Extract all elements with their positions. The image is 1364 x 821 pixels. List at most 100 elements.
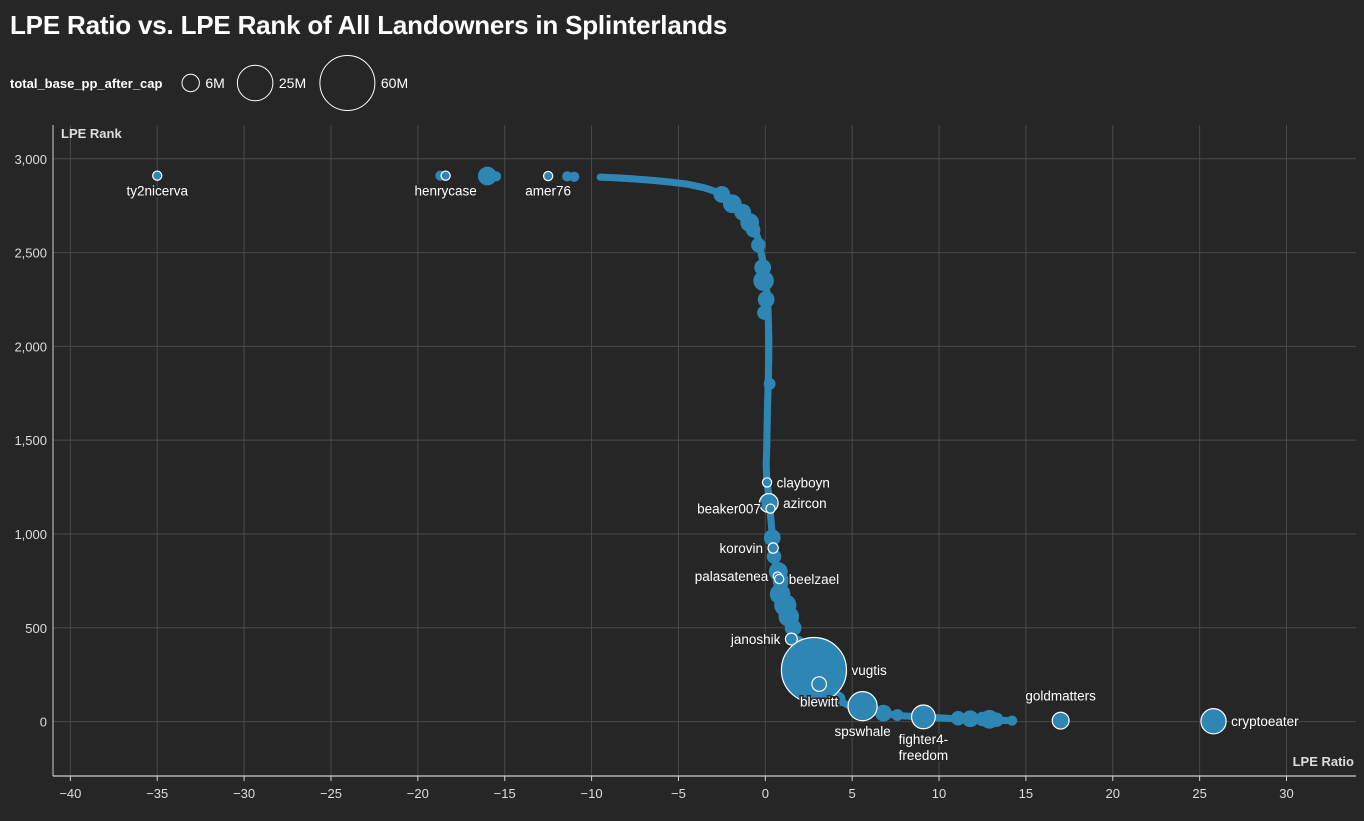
highlighted-point: [1051, 711, 1070, 730]
data-point: [1006, 715, 1018, 726]
point-label-line: vugtis: [851, 663, 887, 678]
point-label: amer76: [525, 184, 571, 199]
y-tick-label: 1,500: [14, 433, 47, 448]
x-tick-label: 0: [762, 786, 769, 801]
data-point: [784, 619, 802, 637]
size-legend-label: 25M: [279, 75, 306, 91]
point-label: clayboyn: [777, 475, 830, 490]
point-label: goldmatters: [1025, 688, 1096, 703]
y-tick-label: 2,500: [14, 246, 47, 261]
x-tick-label: 5: [849, 786, 856, 801]
point-label-line: beaker007: [697, 502, 761, 517]
point-label: henrycase: [414, 183, 476, 198]
size-legend-circle: [236, 64, 274, 102]
highlighted-points: ty2nicerva henrycase amer76 clayboyn azircon…: [125, 170, 1301, 764]
point-label: azircon: [783, 496, 827, 511]
point-label: fighter4-freedom: [899, 732, 949, 763]
x-tick-label: −10: [581, 786, 603, 801]
x-tick-label: −15: [494, 786, 516, 801]
x-tick-label: −35: [146, 786, 168, 801]
size-legend-circle: [319, 55, 376, 111]
data-point: [477, 166, 497, 186]
highlighted-point: [767, 542, 779, 554]
point-label: blewitt: [800, 694, 839, 709]
point-label: ty2nicerva: [126, 183, 188, 198]
data-point: [757, 305, 772, 320]
data-point: [961, 710, 979, 728]
x-tick-label: 15: [1019, 786, 1033, 801]
point-label: korovin: [719, 541, 763, 556]
data-point: [891, 709, 904, 721]
point-label-line: korovin: [719, 541, 763, 556]
point-label: cryptoeater: [1231, 714, 1299, 729]
data-point: [763, 377, 776, 390]
highlighted-point: [1200, 708, 1227, 735]
highlighted-point: [761, 477, 773, 488]
data-point: [875, 704, 892, 722]
point-label-line: goldmatters: [1025, 688, 1096, 703]
point-label-line: azircon: [783, 496, 827, 511]
size-legend-label: 60M: [381, 75, 408, 91]
data-point: [751, 237, 766, 253]
y-tick-label: 500: [25, 621, 47, 636]
data-point: [753, 270, 774, 292]
highlighted-point: [847, 691, 878, 722]
highlighted-point: [774, 573, 785, 585]
data-point: [757, 291, 775, 308]
y-tick-labels: 0 500 1,000 1,500 2,000 2,500 3,000: [14, 152, 47, 730]
point-label-line: ty2nicerva: [126, 183, 188, 198]
y-tick-label: 2,000: [14, 339, 47, 354]
point-label-line: freedom: [899, 748, 949, 763]
y-tick-label: 3,000: [14, 152, 47, 167]
point-label: janoshik: [730, 632, 781, 647]
x-tick-label: −25: [320, 786, 342, 801]
data-point: [763, 529, 781, 547]
point-label-line: fighter4-: [899, 732, 949, 747]
chart-title: LPE Ratio vs. LPE Rank of All Landowners…: [10, 10, 728, 40]
data-point: [490, 171, 502, 182]
point-label-line: beelzael: [789, 572, 839, 587]
data-point: [989, 712, 1004, 727]
x-tick-label: −5: [671, 786, 686, 801]
point-label: spswhale: [834, 724, 890, 739]
data-point: [569, 171, 580, 182]
highlighted-point: [152, 170, 163, 181]
highlighted-point: [780, 636, 848, 704]
y-tick-label: 1,000: [14, 527, 47, 542]
highlighted-point: [765, 503, 776, 514]
highlighted-point: [440, 170, 451, 181]
y-axis-title: LPE Rank: [61, 126, 122, 141]
x-tick-labels: −40 −35 −30 −25 −20 −15 −10 −5 0 5 10 15 20 25 30: [59, 776, 1294, 801]
x-tick-label: 20: [1106, 786, 1120, 801]
size-legend-title: total_base_pp_after_cap: [10, 76, 163, 91]
x-tick-label: −30: [233, 786, 255, 801]
point-label-line: cryptoeater: [1231, 714, 1299, 729]
point-label: vugtis: [851, 663, 887, 678]
point-label-line: janoshik: [730, 632, 781, 647]
point-label: beaker007: [697, 502, 761, 517]
y-tick-label: 0: [40, 715, 47, 730]
x-tick-label: 30: [1279, 786, 1293, 801]
point-label: palasatenea: [695, 569, 769, 584]
x-tick-label: −20: [407, 786, 429, 801]
data-point: [745, 222, 761, 238]
x-tick-label: −40: [59, 786, 81, 801]
point-label-line: henrycase: [414, 183, 476, 198]
highlighted-point: [811, 676, 828, 692]
point-label-line: palasatenea: [695, 569, 769, 584]
point-label-line: amer76: [525, 184, 571, 199]
point-label-line: clayboyn: [777, 475, 830, 490]
highlighted-point: [910, 704, 936, 730]
size-legend-circle: [181, 73, 200, 93]
grid-lines: [53, 125, 1356, 776]
x-tick-label: 10: [932, 786, 946, 801]
point-label-line: spswhale: [834, 724, 890, 739]
x-axis-title: LPE Ratio: [1293, 754, 1354, 769]
size-legend-label: 6M: [205, 75, 224, 91]
highlighted-point: [542, 170, 554, 182]
size-legend: total_base_pp_after_cap 6M 25M 60M: [10, 55, 408, 111]
x-tick-label: 25: [1192, 786, 1206, 801]
point-label: beelzael: [789, 572, 839, 587]
highlighted-point: [784, 632, 798, 646]
